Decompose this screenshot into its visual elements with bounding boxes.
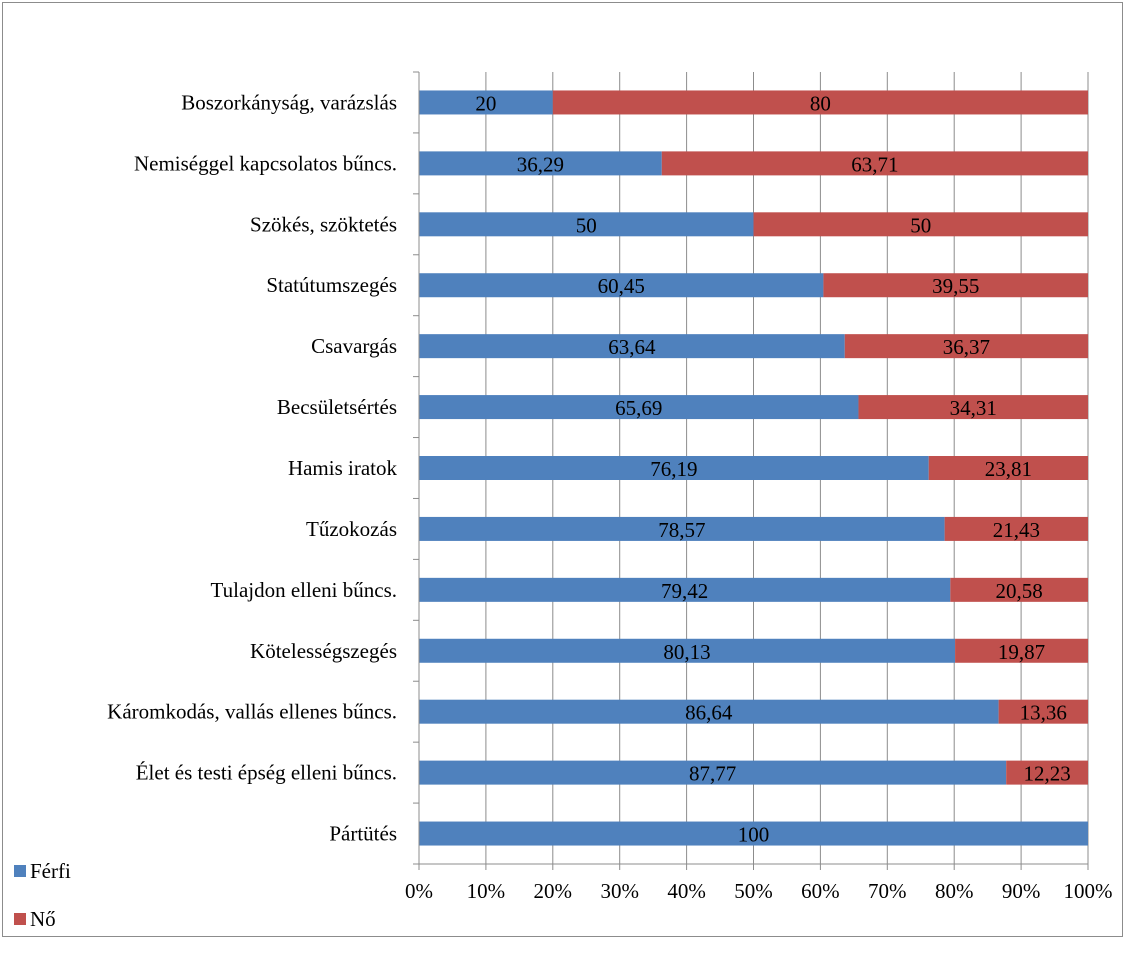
data-label-ferfi-12: 100: [738, 823, 770, 847]
legend-label-ferfi: Férfi: [30, 858, 71, 883]
data-label-ferfi-3: 60,45: [598, 274, 645, 298]
bar-ferfi-12: [419, 821, 1088, 846]
legend-item-no: Nő: [14, 906, 71, 932]
bar-no-0: [552, 90, 1088, 115]
bars: 20 80 36,29 63,71 50 50 60,45 39,55 63,64 36,37 65…: [419, 90, 1089, 847]
x-tick-label-1: 10%: [467, 879, 506, 903]
bar-ferfi-5: [419, 395, 859, 420]
bar-no-1: [661, 151, 1088, 176]
data-label-no-9: 19,87: [998, 640, 1045, 664]
data-label-no-4: 36,37: [943, 335, 990, 359]
category-label-8: Tulajdon elleni bűncs.: [211, 578, 397, 602]
x-tick-label-6: 60%: [801, 879, 840, 903]
data-label-no-11: 12,23: [1023, 762, 1070, 786]
legend-item-ferfi: Férfi: [14, 858, 71, 884]
bar-ferfi-7: [419, 516, 945, 541]
bar-ferfi-4: [419, 334, 845, 359]
x-tick-label-0: 0%: [405, 879, 433, 903]
bar-no-11: [1006, 760, 1088, 785]
data-label-no-10: 13,36: [1020, 701, 1067, 725]
data-label-no-7: 21,43: [993, 518, 1040, 542]
data-label-ferfi-2: 50: [576, 213, 597, 237]
x-tick-label-2: 20%: [534, 879, 573, 903]
data-label-no-2: 50: [910, 213, 931, 237]
data-label-ferfi-7: 78,57: [658, 518, 705, 542]
bar-ferfi-9: [419, 638, 956, 663]
category-labels: Boszorkányság, varázslás Nemiséggel kapcs…: [107, 90, 397, 845]
data-label-no-8: 20,58: [996, 579, 1043, 603]
bar-ferfi-3: [419, 273, 824, 298]
legend-label-no: Nő: [30, 906, 56, 931]
bar-ferfi-0: [419, 90, 553, 115]
category-label-3: Statútumszegés: [266, 273, 397, 297]
category-label-0: Boszorkányság, varázslás: [181, 90, 397, 114]
data-label-ferfi-9: 80,13: [663, 640, 710, 664]
data-label-ferfi-10: 86,64: [685, 701, 733, 725]
data-label-no-6: 23,81: [985, 457, 1032, 481]
bar-no-2: [753, 212, 1088, 237]
bar-ferfi-11: [419, 760, 1007, 785]
category-label-11: Élet és testi épség elleni bűncs.: [136, 761, 397, 785]
category-label-7: Tűzokozás: [306, 517, 397, 541]
data-label-ferfi-1: 36,29: [517, 152, 564, 176]
data-label-ferfi-4: 63,64: [608, 335, 656, 359]
legend-swatch-ferfi: [14, 865, 26, 877]
bar-ferfi-8: [419, 577, 951, 602]
bar-ferfi-6: [419, 456, 929, 480]
category-label-9: Kötelességszegés: [250, 639, 397, 663]
category-label-12: Pártütés: [329, 822, 397, 846]
bar-no-8: [950, 577, 1088, 602]
axes: [413, 71, 1089, 870]
category-label-5: Becsületsértés: [277, 395, 397, 419]
data-label-no-0: 80: [810, 91, 831, 115]
legend-swatch-no: [14, 913, 26, 925]
category-label-4: Csavargás: [311, 334, 397, 358]
x-tick-label-10: 100%: [1064, 879, 1113, 903]
data-label-no-1: 63,71: [851, 152, 898, 176]
x-tick-label-4: 40%: [667, 879, 706, 903]
category-label-1: Nemiséggel kapcsolatos bűncs.: [134, 151, 397, 175]
bar-ferfi-2: [419, 212, 754, 237]
legend: Férfi Nő: [14, 858, 71, 954]
x-tick-label-5: 50%: [734, 879, 773, 903]
bar-no-9: [955, 638, 1088, 663]
data-label-ferfi-0: 20: [475, 91, 496, 115]
bar-no-4: [844, 334, 1089, 359]
data-label-no-3: 39,55: [932, 274, 979, 298]
x-tick-label-3: 30%: [600, 879, 639, 903]
data-label-ferfi-6: 76,19: [650, 457, 697, 481]
x-tick-label-7: 70%: [868, 879, 907, 903]
bar-ferfi-1: [419, 151, 662, 176]
bar-no-6: [928, 456, 1088, 480]
category-label-10: Káromkodás, vallás ellenes bűncs.: [107, 700, 397, 724]
x-tick-labels: 0% 10% 20% 30% 40% 50% 60% 70% 80% 90% 100%: [405, 879, 1113, 903]
category-label-2: Szökés, szöktetés: [250, 212, 397, 236]
data-label-no-5: 34,31: [950, 396, 997, 420]
data-label-ferfi-5: 65,69: [615, 396, 662, 420]
bar-no-3: [823, 273, 1088, 298]
bar-no-7: [944, 516, 1088, 541]
x-tick-label-8: 80%: [935, 879, 974, 903]
bar-no-5: [858, 395, 1088, 420]
x-tick-label-9: 90%: [1002, 879, 1041, 903]
data-label-ferfi-8: 79,42: [661, 579, 708, 603]
data-label-ferfi-11: 87,77: [689, 762, 736, 786]
category-label-6: Hamis iratok: [288, 456, 398, 480]
bar-ferfi-10: [419, 699, 999, 724]
bar-no-10: [998, 699, 1088, 724]
